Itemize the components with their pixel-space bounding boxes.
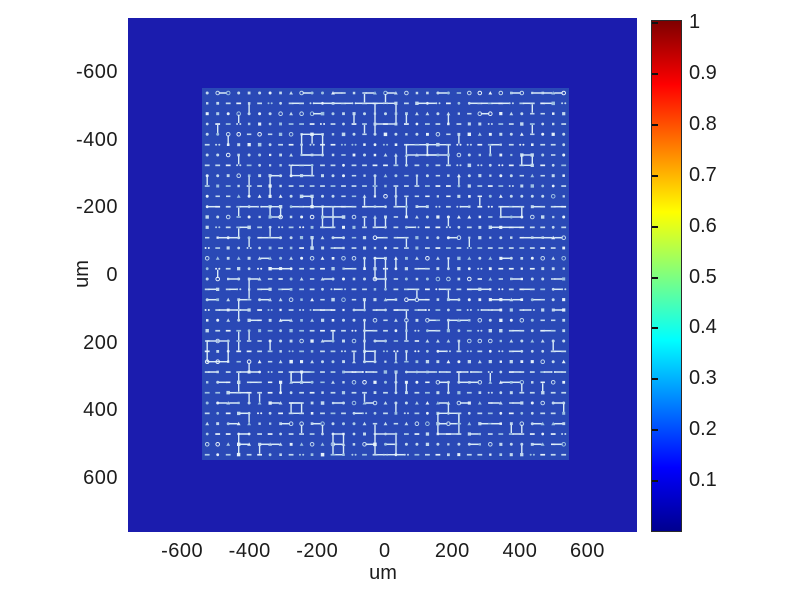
colorbar-tick-mark (652, 480, 658, 483)
y-tick-label: 600 (83, 466, 118, 489)
colorbar-tick-mark (652, 123, 658, 126)
micro-feature-lattice (204, 90, 567, 457)
x-tick-label: 400 (502, 540, 538, 562)
y-tick-label: -200 (75, 196, 118, 219)
colorbar-tick-label: 1 (689, 11, 701, 33)
x-tick-label: -200 (296, 540, 339, 562)
colorbar-tick-mark (652, 225, 658, 228)
colorbar-tick-label: 0.8 (689, 112, 717, 135)
plot-area (128, 18, 637, 532)
x-tick-label: -400 (228, 540, 271, 562)
y-axis-label: um (71, 260, 93, 288)
colorbar-tick-label: 0.6 (689, 214, 717, 237)
colorbar-tick-mark (652, 22, 658, 24)
x-tick-label: -600 (161, 540, 204, 562)
colorbar-tick-mark (652, 276, 658, 279)
colorbar-tick-label: 0.5 (689, 265, 717, 288)
colorbar-tick-mark (652, 378, 658, 381)
x-axis-label: um (369, 562, 397, 584)
colorbar-tick-label: 0.1 (689, 469, 717, 492)
colorbar (651, 20, 682, 532)
colorbar-tick-label: 0.9 (689, 61, 717, 84)
colorbar-tick-mark (652, 72, 658, 75)
colorbar-tick-label: 0.7 (689, 163, 717, 186)
x-tick-label: 0 (378, 540, 391, 562)
colorbar-tick-mark (652, 327, 658, 330)
x-tick-label: 600 (570, 540, 605, 562)
y-tick-label: 200 (83, 331, 118, 354)
specimen-array-region (202, 88, 569, 460)
y-tick-label: -600 (75, 61, 118, 84)
colorbar-tick-label: 0.2 (689, 418, 717, 441)
colorbar-tick-label: 0.3 (689, 367, 717, 390)
colorbar-tick-label: 0.4 (689, 316, 717, 339)
colorbar-tick-mark (652, 429, 658, 432)
colorbar-tick-mark (652, 174, 658, 177)
x-tick-label: 200 (434, 540, 470, 562)
y-tick-label: -400 (75, 128, 118, 151)
y-tick-label: 400 (83, 399, 118, 422)
y-tick-label: 0 (106, 264, 118, 286)
